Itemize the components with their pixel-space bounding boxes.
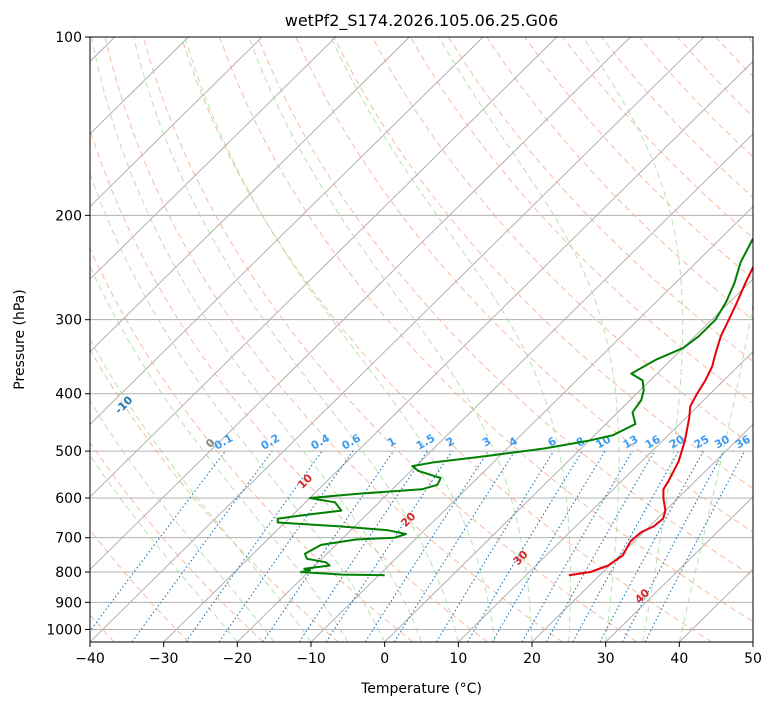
dry-adiabat [90, 127, 488, 642]
y-tick-label: 300 [55, 313, 82, 329]
dry-adiabat [257, 37, 753, 578]
moist-adiabat [133, 37, 459, 642]
x-tick-label: 10 [449, 651, 467, 667]
x-axis-ticks: −40 −30 −20 −10 0 10 20 30 40 50 [75, 642, 762, 667]
dry-adiabat [486, 37, 753, 321]
isotherm--30 [163, 60, 753, 642]
series-layer [276, 237, 753, 577]
plot-frame [89, 36, 754, 643]
dry-adiabat [295, 37, 753, 533]
y-tick-label: 100 [55, 30, 82, 46]
y-tick-label: 400 [55, 387, 82, 403]
dry-adiabat [90, 348, 339, 642]
moist-adiabat [90, 265, 349, 642]
isotherm-0 [384, 278, 753, 642]
x-axis-label: Temperature (°C) [360, 681, 482, 697]
mixing-ratio-line [325, 450, 453, 642]
x-tick-label: 0 [380, 651, 389, 667]
dry-adiabat [333, 37, 753, 490]
y-tick-label: 500 [55, 444, 82, 460]
dry-adiabat [90, 441, 264, 642]
mixing-ratio-line [298, 450, 428, 642]
x-tick-label: −10 [296, 651, 326, 667]
y-tick-label: 1000 [46, 622, 82, 638]
y-tick-label: 700 [55, 531, 82, 547]
x-tick-label: 40 [670, 651, 688, 667]
x-tick-label: 30 [597, 651, 615, 667]
isotherm-30 [605, 496, 753, 642]
dry-adiabat [371, 37, 753, 447]
isotherm--90 [90, 37, 337, 280]
isotherm--40 [90, 37, 705, 642]
moist-adiabat [678, 37, 753, 642]
mixing-ratio-line [185, 450, 323, 642]
isotherm--10 [310, 205, 753, 642]
dry-adiabat [90, 247, 414, 642]
mixing-ratio-line [364, 450, 489, 642]
y-tick-label: 200 [55, 208, 82, 224]
grid-layer [90, 37, 753, 642]
moist-adiabat [330, 37, 571, 642]
dry-adiabat [142, 37, 638, 642]
moist-adiabat [90, 454, 238, 642]
dry-adiabat [409, 37, 753, 404]
x-tick-label: 50 [744, 651, 762, 667]
x-tick-label: 20 [523, 651, 541, 667]
mixing-ratio-line [435, 450, 555, 642]
series-line-1 [276, 237, 753, 577]
moist-adiabat [91, 37, 422, 642]
mixing-ratio-line [599, 450, 704, 642]
x-tick-label: −30 [149, 651, 179, 667]
mixing-ratio-line [90, 450, 226, 632]
dry-adiabat [104, 37, 563, 642]
series-line-0 [568, 264, 753, 577]
isotherm--80 [90, 37, 410, 353]
isotherm--60 [90, 37, 558, 498]
mixing-ratio-line [393, 450, 516, 642]
isotherm--70 [90, 37, 484, 425]
dry-adiabat [448, 37, 753, 362]
isotherm-10 [457, 350, 753, 642]
mixing-ratio-line [621, 450, 725, 642]
moist-adiabat [90, 338, 312, 642]
y-tick-label: 800 [55, 565, 82, 581]
y-axis-label: Pressure (hPa) [12, 289, 28, 389]
y-tick-label: 900 [55, 595, 82, 611]
dry-adiabat [219, 37, 753, 623]
mixing-ratio-line [262, 450, 395, 642]
moist-adiabat [184, 37, 496, 642]
mixing-ratio-line [545, 450, 655, 642]
mixing-ratio-line [218, 450, 354, 642]
plot-area [90, 37, 753, 642]
chart-title: wetPf2_S174.2026.105.06.25.G06 [285, 11, 559, 31]
y-tick-label: 600 [55, 491, 82, 507]
y-axis-ticks: 100 200 300 400 500 600 700 800 900 1000 [46, 30, 90, 638]
x-tick-label: −20 [223, 651, 253, 667]
moist-adiabat [438, 37, 620, 642]
mixing-ratio-line [572, 450, 680, 642]
moist-adiabat [90, 399, 275, 642]
moist-adiabat [248, 37, 533, 642]
dry-adiabat [180, 37, 712, 642]
moist-adiabat [582, 37, 684, 642]
isotherm--50 [90, 37, 631, 571]
x-tick-label: −40 [75, 651, 105, 667]
isotherm-20 [531, 423, 753, 642]
isotherm--100 [90, 37, 263, 208]
mixing-ratio-line [131, 450, 273, 642]
